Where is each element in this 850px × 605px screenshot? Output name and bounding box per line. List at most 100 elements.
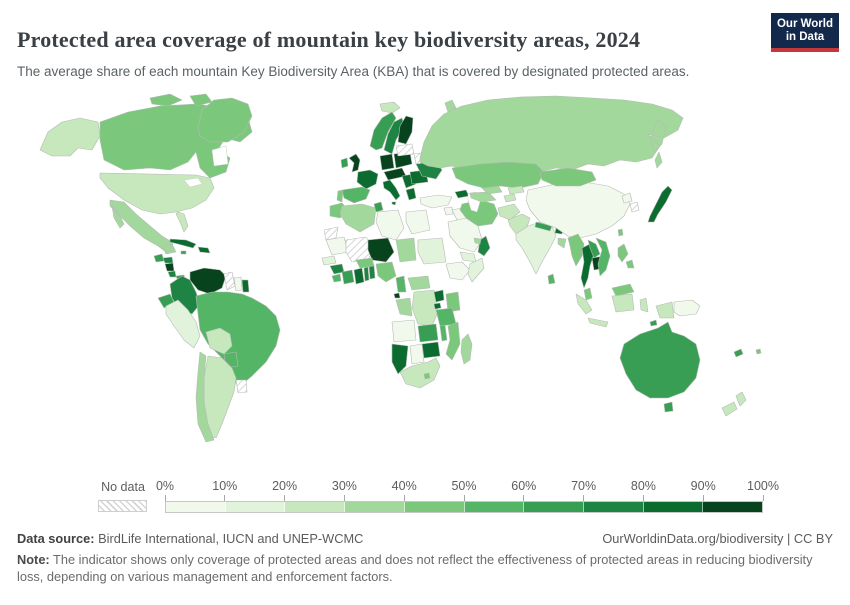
country-suriname[interactable] <box>233 276 243 292</box>
country-afghanistan[interactable] <box>497 203 521 221</box>
country-honduras[interactable] <box>162 256 174 264</box>
country-peru[interactable] <box>165 299 201 349</box>
country-germany[interactable] <box>379 153 395 171</box>
country-mongolia[interactable] <box>539 167 597 187</box>
country-south-africa[interactable] <box>399 357 441 389</box>
country-norway[interactable] <box>369 111 397 151</box>
footer-rights-link[interactable]: OurWorldinData.org/biodiversity | CC BY <box>602 531 833 546</box>
country-myanmar[interactable] <box>567 233 585 267</box>
country-solomon-islands[interactable] <box>649 319 658 327</box>
country-ghana[interactable] <box>353 267 365 285</box>
country-chad[interactable] <box>395 237 417 263</box>
country-uae[interactable] <box>473 237 482 245</box>
country-lesotho[interactable] <box>423 372 431 380</box>
country-united-states[interactable] <box>99 172 215 233</box>
country-uganda[interactable] <box>433 289 445 303</box>
country-sudan[interactable] <box>417 237 447 265</box>
country-north-korea[interactable] <box>621 192 633 204</box>
country-papua-new-guinea[interactable] <box>673 299 701 317</box>
country-cote-divoire[interactable] <box>341 269 355 285</box>
country-indonesia[interactable] <box>575 293 649 328</box>
country-angola[interactable] <box>391 319 417 343</box>
country-zambia[interactable] <box>417 323 439 343</box>
country-somalia[interactable] <box>467 257 485 283</box>
country-south-korea[interactable] <box>629 201 640 213</box>
country-kenya[interactable] <box>445 291 461 313</box>
country-rwanda[interactable] <box>433 302 442 310</box>
country-namibia[interactable] <box>391 343 409 375</box>
country-ireland[interactable] <box>340 157 349 169</box>
country-zimbabwe[interactable] <box>421 341 441 359</box>
country-hispaniola[interactable] <box>197 246 211 254</box>
country-equatorial-guinea[interactable] <box>393 292 401 299</box>
country-chile[interactable] <box>195 351 215 443</box>
country-turkey[interactable] <box>419 194 453 209</box>
country-libya[interactable] <box>375 209 405 241</box>
country-turkmenistan[interactable] <box>469 191 497 203</box>
country-egypt[interactable] <box>405 209 431 235</box>
country-benin[interactable] <box>368 264 376 280</box>
country-senegal[interactable] <box>321 255 337 266</box>
country-france[interactable] <box>356 169 379 190</box>
country-australia[interactable] <box>619 321 701 413</box>
country-alaska[interactable] <box>39 117 101 157</box>
country-vietnam[interactable] <box>595 237 611 277</box>
country-french-guiana[interactable] <box>241 279 250 293</box>
country-yemen[interactable] <box>459 251 477 263</box>
country-car[interactable] <box>407 275 431 291</box>
country-greece[interactable] <box>405 187 417 201</box>
country-syria[interactable] <box>443 206 454 216</box>
country-mexico[interactable] <box>109 199 177 255</box>
country-botswana[interactable] <box>409 343 425 365</box>
country-dr-congo[interactable] <box>411 289 439 327</box>
country-new-caledonia[interactable] <box>733 348 744 358</box>
country-greenland[interactable] <box>197 97 253 143</box>
country-iceland[interactable] <box>379 101 401 114</box>
country-nigeria[interactable] <box>375 261 397 283</box>
country-kyrgyzstan[interactable] <box>507 185 525 195</box>
country-tajikistan[interactable] <box>503 193 517 203</box>
country-laos[interactable] <box>587 239 601 259</box>
country-algeria[interactable] <box>339 203 377 233</box>
country-madagascar[interactable] <box>460 333 473 365</box>
country-brazil[interactable] <box>195 291 281 387</box>
country-new-zealand[interactable] <box>721 391 747 417</box>
country-taiwan[interactable] <box>617 228 624 237</box>
country-finland[interactable] <box>397 115 414 145</box>
country-togo[interactable] <box>363 266 370 282</box>
country-sri-lanka[interactable] <box>547 273 556 285</box>
country-bolivia[interactable] <box>205 327 233 355</box>
country-ethiopia[interactable] <box>445 261 471 281</box>
country-mozambique[interactable] <box>445 321 461 361</box>
country-uruguay[interactable] <box>235 379 248 394</box>
country-spain[interactable] <box>341 186 371 204</box>
country-kazakhstan[interactable] <box>451 161 545 189</box>
country-portugal[interactable] <box>336 189 344 203</box>
country-jamaica[interactable] <box>180 250 187 255</box>
country-sierra-leone[interactable] <box>331 273 342 283</box>
country-philippines[interactable] <box>617 243 635 269</box>
country-costa-rica[interactable] <box>167 270 177 278</box>
country-russia[interactable] <box>419 95 684 175</box>
country-malawi[interactable] <box>439 324 448 342</box>
country-venezuela[interactable] <box>189 267 227 295</box>
country-malaysia[interactable] <box>583 283 635 301</box>
country-niger[interactable] <box>367 237 395 263</box>
country-united-kingdom[interactable] <box>348 153 361 173</box>
country-nicaragua[interactable] <box>164 262 175 272</box>
country-oman[interactable] <box>477 235 491 257</box>
country-guatemala[interactable] <box>153 253 165 263</box>
country-japan[interactable] <box>647 185 673 223</box>
country-burkina-faso[interactable] <box>355 257 375 269</box>
country-italy[interactable] <box>382 179 401 206</box>
country-west-papua[interactable] <box>655 301 675 319</box>
country-fiji[interactable] <box>755 348 762 355</box>
country-baltics[interactable] <box>395 143 415 157</box>
country-guyana[interactable] <box>223 271 236 291</box>
country-tunisia[interactable] <box>373 201 384 213</box>
country-china[interactable] <box>525 181 631 239</box>
country-cuba[interactable] <box>169 238 197 249</box>
country-cameroon[interactable] <box>395 275 407 293</box>
country-caucasus[interactable] <box>454 189 470 199</box>
country-bangladesh[interactable] <box>557 237 567 249</box>
